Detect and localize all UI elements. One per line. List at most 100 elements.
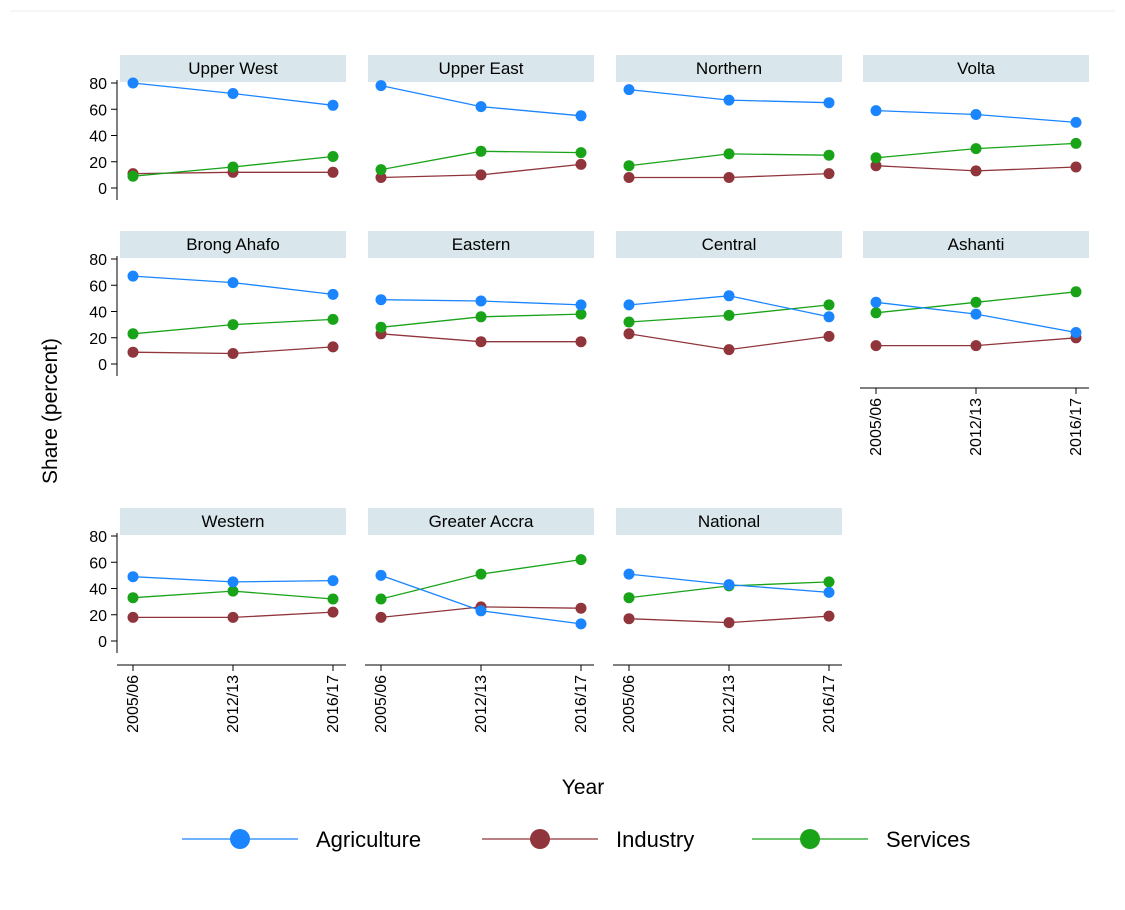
panel-title-western: Western [202,512,265,531]
point-volta-agriculture-2016-17 [1070,116,1082,128]
point-volta-agriculture-2005-06 [870,105,882,117]
point-ashanti-agriculture-2012-13 [970,308,982,320]
panel-title-central: Central [702,235,757,254]
point-ashanti-industry-2005-06 [870,340,882,352]
point-ashanti-agriculture-2016-17 [1070,327,1082,338]
point-greater-accra-industry-2016-17 [575,602,587,614]
panel-header-brong-ahafo [120,231,346,258]
point-upper-east-industry-2005-06 [375,172,387,183]
point-upper-west-agriculture-2012-13 [227,88,239,99]
y-tick-label-upper-west-80: 80 [89,76,107,93]
x-tick-label-national-2012-13: 2012/13 [721,675,738,733]
panel-title-greater-accra: Greater Accra [429,512,534,531]
legend-marker-agriculture [230,829,250,849]
x-tick-label-western-2012-13: 2012/13 [225,675,242,733]
point-central-services-2012-13 [723,309,735,321]
point-central-agriculture-2012-13 [723,290,735,302]
panel-header-volta [863,55,1089,82]
panel-upper-west: Upper West 0 20 40 60 80 [89,55,346,200]
y-tick-label-brong-ahafo-20: 20 [89,331,107,348]
panel-upper-east: Upper East [368,55,594,183]
point-eastern-agriculture-2012-13 [475,295,487,307]
point-upper-east-agriculture-2012-13 [475,101,487,113]
point-upper-east-agriculture-2016-17 [575,110,587,122]
point-eastern-agriculture-2005-06 [375,294,387,306]
panel-header-western [120,508,346,535]
point-eastern-industry-2016-17 [575,336,587,348]
panel-northern: Northern [616,55,842,183]
point-upper-east-services-2012-13 [475,145,487,157]
point-western-industry-2016-17 [327,606,339,618]
panel-header-upper-east [368,55,594,82]
point-western-agriculture-2012-13 [227,576,239,588]
point-upper-east-industry-2016-17 [575,158,587,170]
point-upper-west-services-2012-13 [227,161,239,173]
point-northern-services-2016-17 [823,149,835,161]
point-upper-west-agriculture-2016-17 [327,99,339,111]
y-tick-label-upper-west-0: 0 [98,181,107,198]
point-upper-west-industry-2016-17 [327,166,339,178]
point-greater-accra-services-2012-13 [475,568,487,580]
point-northern-industry-2016-17 [823,168,835,180]
panel-header-upper-west [120,55,346,82]
panel-brong-ahafo: Brong Ahafo 0 20 40 60 80 [89,231,346,376]
point-western-services-2012-13 [227,585,239,597]
panel-ashanti: Ashanti 2005/06 2012/13 2016/17 [860,231,1089,456]
point-national-industry-2012-13 [723,617,735,629]
y-tick-label-brong-ahafo-0: 0 [98,357,107,374]
y-tick-label-upper-west-40: 40 [89,129,107,146]
point-northern-industry-2012-13 [723,172,735,183]
panel-volta: Volta [863,55,1089,177]
y-tick-label-western-80: 80 [89,529,107,546]
x-tick-label-western-2005-06: 2005/06 [125,675,142,733]
x-tick-label-national-2005-06: 2005/06 [621,675,638,733]
y-axis-label: Share (percent) [39,338,62,484]
point-ashanti-services-2016-17 [1070,286,1082,298]
point-brong-ahafo-industry-2012-13 [227,348,239,359]
point-western-industry-2012-13 [227,611,239,623]
point-volta-services-2012-13 [970,143,982,155]
panel-title-northern: Northern [696,59,762,78]
y-tick-label-brong-ahafo-80: 80 [89,252,107,269]
panel-title-volta: Volta [957,59,995,78]
panel-header-greater-accra [368,508,594,535]
point-brong-ahafo-services-2016-17 [327,313,339,325]
point-greater-accra-industry-2005-06 [375,611,387,623]
point-volta-agriculture-2012-13 [970,109,982,120]
panel-title-upper-east: Upper East [438,59,523,78]
panel-central: Central [616,231,842,356]
point-upper-west-agriculture-2005-06 [127,77,139,89]
y-tick-label-brong-ahafo-60: 60 [89,278,107,295]
panel-header-central [616,231,842,258]
y-tick-label-upper-west-60: 60 [89,102,107,119]
panel-title-ashanti: Ashanti [948,235,1005,254]
panel-title-national: National [698,512,760,531]
point-upper-west-services-2016-17 [327,151,339,162]
point-brong-ahafo-services-2012-13 [227,319,239,331]
x-tick-label-ashanti-2016-17: 2016/17 [1068,398,1085,456]
point-greater-accra-agriculture-2016-17 [575,618,587,630]
point-national-agriculture-2012-13 [723,579,735,591]
panel-header-northern [616,55,842,82]
point-volta-industry-2005-06 [870,160,882,172]
point-brong-ahafo-agriculture-2016-17 [327,288,339,300]
panel-western: Western 0 20 40 60 80 2005/06 2012/13 2016/17 [89,508,346,733]
x-tick-label-greater-accra-2005-06: 2005/06 [373,675,390,733]
point-brong-ahafo-industry-2005-06 [127,346,139,358]
point-greater-accra-services-2005-06 [375,593,387,605]
point-upper-east-industry-2012-13 [475,169,487,181]
point-western-services-2005-06 [127,592,139,604]
panel-header-ashanti [863,231,1089,258]
point-volta-services-2016-17 [1070,137,1082,149]
point-volta-industry-2016-17 [1070,161,1082,173]
point-volta-services-2005-06 [870,152,882,164]
y-tick-label-western-0: 0 [98,634,107,651]
point-brong-ahafo-services-2005-06 [127,328,139,340]
point-national-industry-2005-06 [623,613,635,625]
point-central-agriculture-2016-17 [823,311,835,323]
point-northern-services-2012-13 [723,148,735,160]
x-axis-label: Year [562,776,604,799]
point-national-services-2016-17 [823,576,835,588]
